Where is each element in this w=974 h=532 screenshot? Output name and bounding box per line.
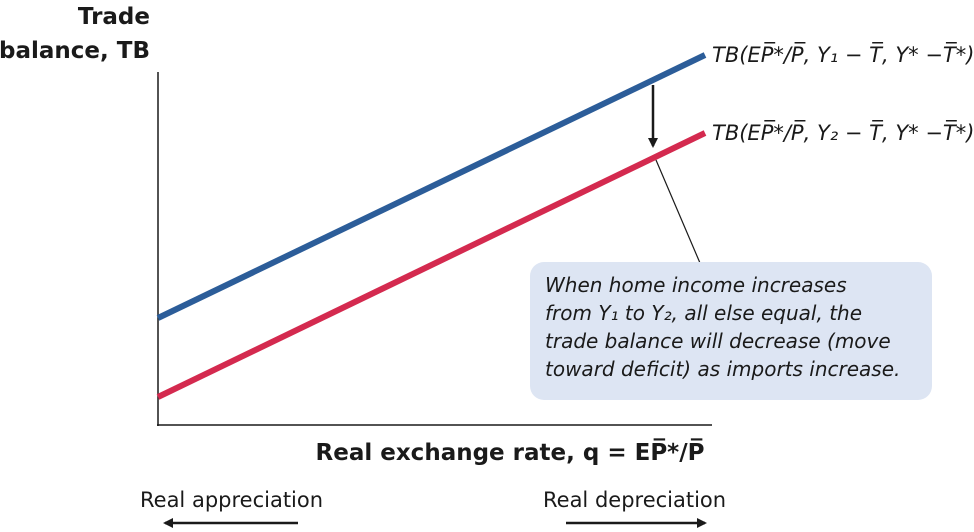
curve-label: TB(EP̅*/P̅, Y₁ − T̅, Y* −T̅*) (712, 41, 974, 67)
annotation-box (530, 262, 932, 400)
direction-label: Real depreciation (543, 488, 726, 512)
curve-label: TB(EP̅*/P̅, Y₂ − T̅, Y* −T̅*) (712, 119, 974, 145)
direction-label: Real appreciation (140, 488, 323, 512)
y-axis-title: balance, TB (0, 38, 150, 64)
pointer-line (655, 159, 701, 264)
tb-curve-2 (156, 130, 707, 400)
x-axis-title: Real exchange rate, q = EP̅*/P̅ (316, 438, 705, 466)
annotation-line: When home income increases (545, 273, 847, 297)
tb-curve-1 (156, 52, 707, 321)
annotation-line: from Y₁ to Y₂, all else equal, the (545, 301, 862, 325)
annotation-line: trade balance will decrease (move (545, 329, 891, 353)
annotation-line: toward deficit) as imports increase. (545, 357, 900, 381)
y-axis-title: Trade (78, 4, 150, 30)
